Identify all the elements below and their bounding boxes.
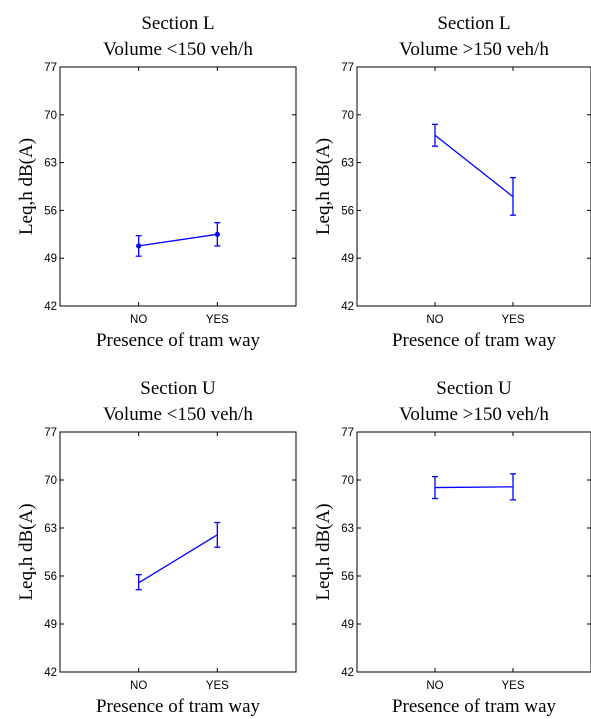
y-tick-label: 70	[341, 475, 354, 487]
y-tick-label: 63	[44, 158, 57, 170]
data-point	[136, 243, 142, 249]
y-tick-label: 49	[341, 253, 354, 265]
chart-subtitle: Volume >150 veh/h	[399, 404, 549, 425]
y-axis-label: Leq,h dB(A)	[16, 503, 37, 600]
chart-title: Section U	[436, 378, 512, 399]
chart-subtitle: Volume <150 veh/h	[103, 404, 253, 425]
x-tick-label: NO	[130, 680, 147, 692]
y-tick-label: 63	[341, 158, 354, 170]
x-tick-label: NO	[426, 680, 443, 692]
plot-frame	[356, 431, 591, 673]
y-tick-label: 56	[341, 205, 354, 217]
x-tick-label: NO	[130, 314, 147, 326]
series-line	[434, 134, 514, 198]
x-tick-label: NO	[426, 314, 443, 326]
chart-panel-3: 42 49 56 63 70 77 NO YES Section U Volume <150 ve…	[16, 378, 297, 717]
y-tick-label: 49	[44, 253, 57, 265]
chart-panel-1: 42 49 56 63 70 77 NO YES Section L Volume <150 ve…	[16, 13, 297, 351]
y-tick-label: 70	[44, 475, 57, 487]
chart-panel-4: 42 49 56 63 70 77 NO YES Section U Volume >150 ve…	[313, 378, 591, 717]
chart-panel-2: 42 49 56 63 70 77 NO YES Section L Volume >150 ve…	[313, 13, 591, 351]
plot-frame	[59, 431, 297, 673]
y-axis-label: Leq,h dB(A)	[313, 503, 334, 600]
chart-subtitle: Volume >150 veh/h	[399, 39, 549, 60]
y-tick-label: 77	[341, 427, 354, 439]
chart-subtitle: Volume <150 veh/h	[103, 39, 253, 60]
x-axis-label: Presence of tram way	[392, 696, 557, 717]
y-tick-label: 77	[44, 62, 57, 74]
series-line	[434, 486, 514, 489]
y-tick-label: 77	[44, 427, 57, 439]
y-tick-label: 42	[341, 667, 354, 679]
y-tick-label: 56	[44, 571, 57, 583]
y-axis-label: Leq,h dB(A)	[313, 138, 334, 235]
y-tick-label: 63	[44, 523, 57, 535]
plot-frame	[59, 66, 297, 307]
y-tick-label: 63	[341, 523, 354, 535]
y-tick-label: 42	[44, 667, 57, 679]
chart-title: Section L	[141, 13, 214, 34]
x-axis-label: Presence of tram way	[96, 696, 261, 717]
y-axis-label: Leq,h dB(A)	[16, 138, 37, 235]
x-tick-label: YES	[501, 314, 524, 326]
y-tick-label: 49	[44, 619, 57, 631]
x-tick-label: YES	[501, 680, 524, 692]
y-tick-label: 42	[44, 301, 57, 313]
x-tick-label: YES	[206, 314, 229, 326]
chart-title: Section L	[437, 13, 510, 34]
y-tick-label: 49	[341, 619, 354, 631]
x-tick-label: YES	[206, 680, 229, 692]
plot-frame	[356, 66, 591, 307]
series-line	[138, 233, 218, 247]
y-tick-label: 42	[341, 301, 354, 313]
data-point	[214, 231, 220, 237]
series-line	[138, 534, 218, 584]
y-tick-label: 56	[341, 571, 354, 583]
y-tick-label: 77	[341, 62, 354, 74]
y-tick-label: 70	[44, 110, 57, 122]
chart-title: Section U	[140, 378, 216, 399]
y-tick-label: 56	[44, 205, 57, 217]
x-axis-label: Presence of tram way	[96, 330, 261, 351]
y-tick-label: 70	[341, 110, 354, 122]
x-axis-label: Presence of tram way	[392, 330, 557, 351]
